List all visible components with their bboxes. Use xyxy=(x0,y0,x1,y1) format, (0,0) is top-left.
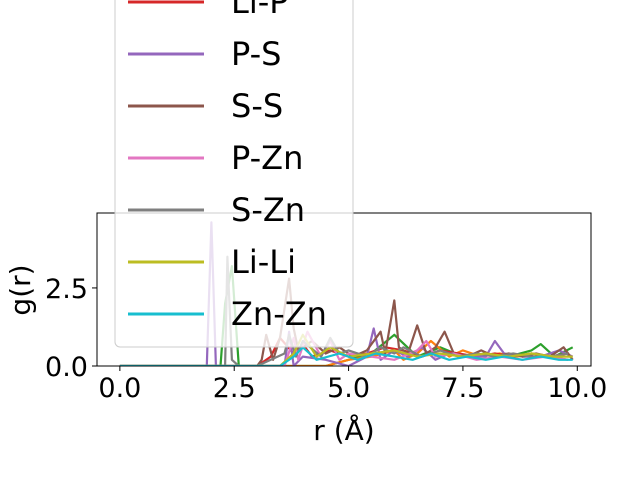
x-tick-label: 7.5 xyxy=(441,373,484,404)
y-tick-label: 2.5 xyxy=(45,274,88,305)
legend-label: P-Zn xyxy=(231,139,303,177)
x-tick-label: 10.0 xyxy=(547,373,607,404)
x-axis-ticks: 0.0 2.5 5.0 7.5 10.0 xyxy=(98,366,607,404)
legend-label: P-S xyxy=(231,35,281,73)
legend-item: S-Zn xyxy=(128,191,305,229)
plot-lines xyxy=(119,221,574,366)
x-tick-label: 2.5 xyxy=(213,373,256,404)
y-axis-ticks: 0.0 2.5 xyxy=(45,274,97,383)
legend-label: S-Zn xyxy=(231,191,305,229)
x-tick-label: 0.0 xyxy=(98,373,141,404)
x-tick-label: 5.0 xyxy=(327,373,370,404)
y-tick-label: 0.0 xyxy=(45,352,88,383)
legend-item: Li-P xyxy=(128,0,289,21)
legend-label: S-S xyxy=(231,87,283,125)
legend-item: P-S xyxy=(128,35,281,73)
legend-item: Zn-Zn xyxy=(128,295,327,333)
y-axis-label: g(r) xyxy=(4,264,37,315)
legend-item: P-Zn xyxy=(128,139,303,177)
series-line-p-s xyxy=(119,221,574,366)
legend: Li-P P-S S-S P-Zn S-Zn Li-Li Zn-Zn xyxy=(114,0,354,348)
legend-item: Li-Li xyxy=(128,243,296,281)
legend-box xyxy=(114,0,354,348)
series-line-s-zn xyxy=(119,255,569,366)
legend-label: Zn-Zn xyxy=(231,295,327,333)
legend-label: Li-Li xyxy=(231,243,296,281)
x-axis-label: r (Å) xyxy=(313,413,374,447)
legend-item: S-S xyxy=(128,87,283,125)
legend-label: Li-P xyxy=(231,0,289,21)
